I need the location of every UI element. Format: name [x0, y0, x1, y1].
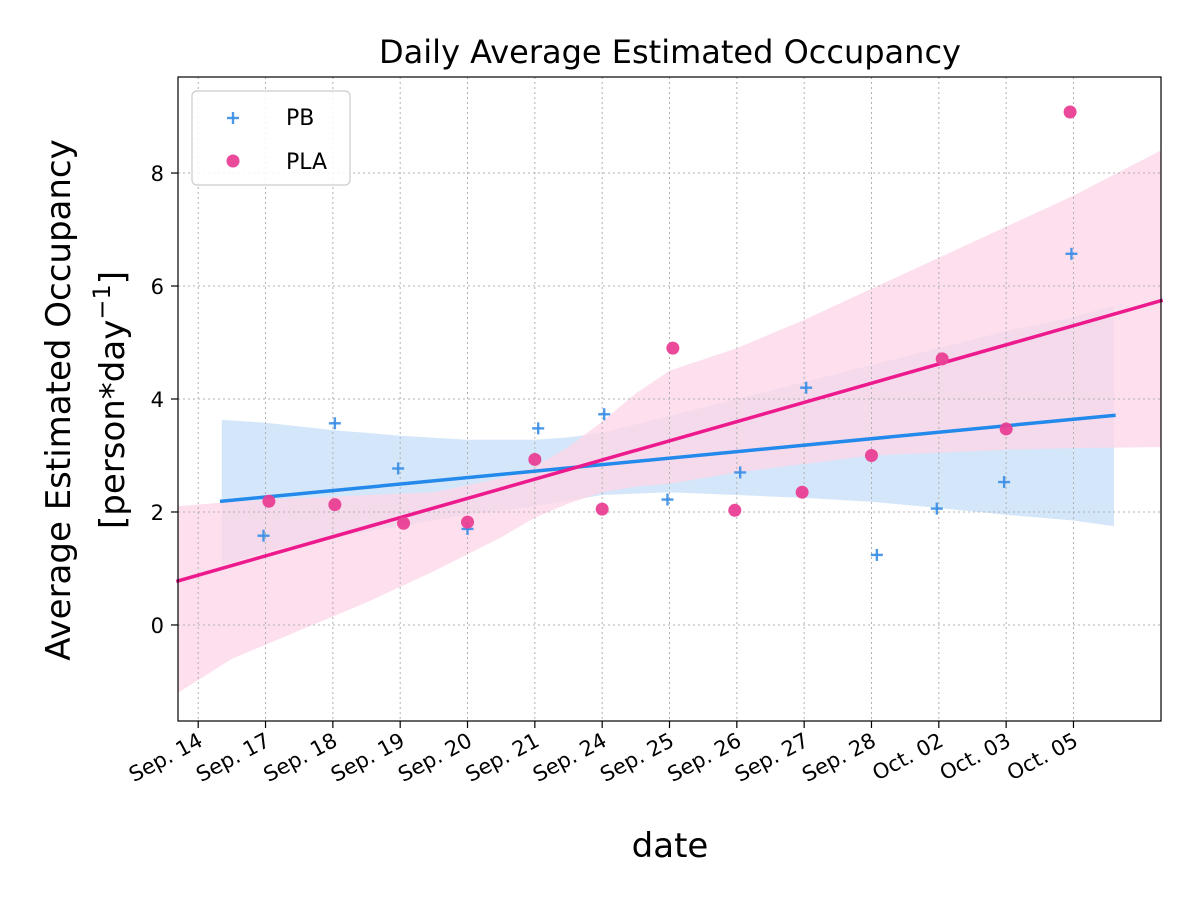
data-points — [257, 105, 1078, 561]
point-pb — [1065, 247, 1078, 260]
point-pla — [935, 352, 949, 366]
point-pla — [397, 516, 411, 530]
point-pb — [532, 422, 545, 435]
y-axis-label-close: ] — [93, 271, 133, 284]
point-pla — [328, 498, 342, 512]
legend-marker-symbol-pb — [227, 112, 239, 124]
point-pla — [461, 515, 475, 529]
confidence-bands — [178, 150, 1161, 693]
legend-marker-pb — [227, 112, 239, 124]
y-axis-label-unit: [person*day — [93, 320, 133, 529]
regression-lines — [175, 298, 1164, 584]
x-axis-label: date — [632, 826, 709, 866]
point-pb — [257, 529, 270, 542]
point-pla — [795, 485, 809, 499]
y-axis-ticks: 0 2 4 6 8 — [151, 162, 178, 638]
y-axis-label-line1: Average Estimated Occupancy — [39, 139, 79, 660]
confidence-band-pla — [178, 150, 1161, 693]
y-axis-label-line2: [person*day−1] — [88, 271, 133, 529]
legend-marker-symbol-pla — [226, 154, 240, 168]
point-pb — [392, 462, 405, 475]
y-tick-label: 6 — [151, 275, 164, 299]
point-pla — [999, 422, 1013, 436]
point-pb — [870, 548, 883, 561]
point-pla — [864, 448, 878, 462]
legend-label-pb: PB — [286, 106, 314, 131]
y-tick-label: 4 — [151, 388, 164, 412]
legend: PB PLA — [191, 90, 351, 186]
plot-area — [175, 77, 1164, 721]
point-pb — [930, 502, 943, 515]
chart-title: Daily Average Estimated Occupancy — [379, 33, 961, 71]
regression-line-pb — [219, 413, 1116, 504]
regression-line-pla — [175, 298, 1164, 584]
point-pb — [800, 381, 813, 394]
legend-marker-pla — [226, 154, 240, 168]
point-pb — [998, 476, 1011, 489]
point-pb — [661, 493, 674, 506]
point-pla — [1063, 105, 1077, 119]
point-pla — [728, 503, 742, 517]
point-pla — [528, 452, 542, 466]
y-tick-label: 2 — [151, 501, 164, 525]
y-tick-label: 8 — [151, 162, 164, 186]
y-tick-label: 0 — [151, 614, 164, 638]
point-pla — [666, 341, 680, 355]
point-pb — [328, 417, 341, 430]
point-pla — [262, 494, 276, 508]
point-pla — [595, 502, 609, 516]
grid-lines — [178, 77, 1161, 721]
legend-label-pla: PLA — [286, 150, 327, 175]
point-pb — [598, 408, 611, 421]
point-pb — [734, 466, 747, 479]
y-axis-label-exponent: −1 — [88, 284, 116, 319]
